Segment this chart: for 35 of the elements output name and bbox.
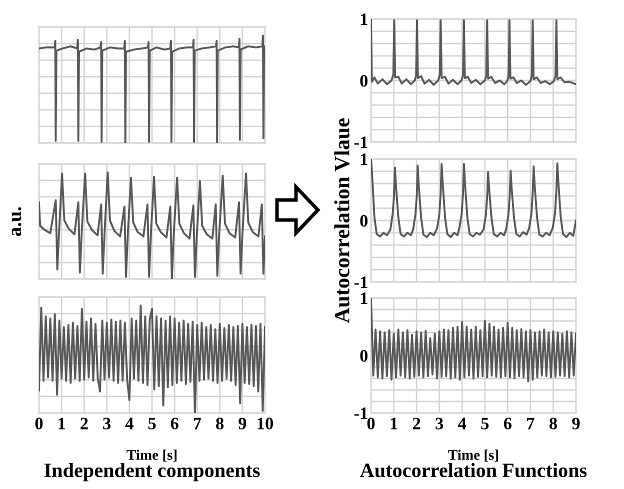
y-tick-label: 1 [360, 292, 368, 304]
text: Autocorrelation Functions [360, 463, 587, 478]
x-tick-label: 3 [103, 418, 111, 430]
y-axis-title: a.u. [12, 207, 22, 236]
x-tick-label: 5 [481, 418, 489, 430]
y-tick-label: -1 [354, 408, 368, 420]
x-tick-label: 1 [58, 418, 66, 430]
x-tick-label: 8 [216, 418, 224, 430]
x-tick-label: 2 [412, 418, 420, 430]
y-tick-label: -1 [354, 276, 368, 288]
x-tick-label: 0 [35, 418, 43, 430]
x-tick-label: 6 [504, 418, 512, 430]
x-tick-label: 3 [436, 418, 444, 430]
x-axis-title: Time [s] [448, 450, 498, 462]
x-tick-label: 7 [194, 418, 202, 430]
x-tick-label: 8 [549, 418, 557, 430]
x-tick-label: 2 [80, 418, 88, 430]
y-tick-label: 0 [360, 74, 368, 87]
text: Independent components [44, 463, 260, 482]
x-tick-label: 4 [458, 418, 466, 430]
y-tick-label: 0 [360, 214, 368, 227]
x-tick-label: 9 [238, 418, 246, 430]
x-tick-label: 6 [170, 418, 178, 430]
x-axis-title: Time [s] [126, 450, 177, 462]
x-tick-label: 5 [148, 418, 156, 430]
y-tick-label: 1 [360, 14, 368, 26]
y-tick-label: -1 [354, 136, 368, 148]
x-tick-label: 4 [125, 418, 134, 430]
x-tick-label: 7 [527, 418, 534, 430]
x-tick-label: 9 [572, 418, 580, 430]
y-axis-title: Autocorrelation Vlaue [334, 118, 350, 324]
y-tick-label: 0 [360, 350, 368, 362]
x-tick-label: 1 [390, 418, 398, 430]
x-tick-label: 10 [258, 418, 274, 430]
y-tick-label: 1 [360, 154, 368, 166]
